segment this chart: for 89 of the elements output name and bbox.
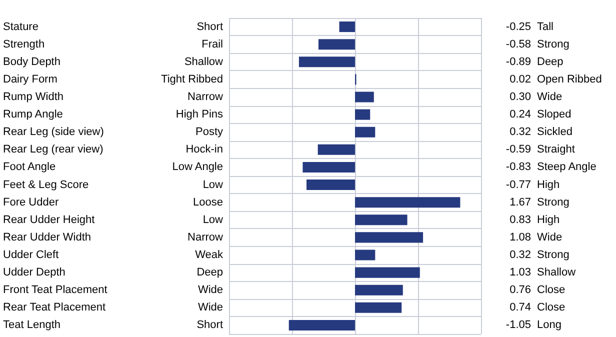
data-label: 0.74: [510, 302, 531, 314]
bar: [355, 284, 403, 296]
text: Sloped: [537, 108, 572, 121]
y-tick-label: Rear Udder Width: [3, 231, 92, 244]
y-tick-label: Teat Length: [3, 319, 60, 332]
text: Wide: [537, 231, 562, 244]
text: Strong: [537, 249, 570, 261]
text: Hock-in: [186, 144, 223, 156]
text: Long: [537, 319, 562, 332]
bar: [355, 302, 402, 313]
y-tick-label: Rump Width: [3, 91, 64, 103]
data-label: 0.76: [510, 284, 531, 296]
y-tick-label: Fore Udder: [3, 196, 59, 208]
text: Short: [196, 20, 223, 33]
text: Close: [537, 284, 566, 296]
data-label: 0.30: [510, 91, 531, 103]
bar: [355, 232, 424, 243]
y-tick-label: Udder Depth: [3, 266, 66, 279]
y-tick-label: Stature: [3, 20, 38, 33]
text: Open Ribbed: [537, 73, 602, 86]
text: Posty: [195, 126, 224, 138]
bar: [355, 197, 460, 208]
text: Loose: [193, 196, 223, 208]
data-label: 0.32: [510, 249, 531, 261]
bar: [355, 250, 376, 260]
data-label: -0.83: [506, 161, 531, 174]
text: Deep: [537, 56, 564, 68]
y-tick-label: Rear Leg (side view): [3, 126, 104, 138]
data-label: 1.08: [510, 231, 531, 244]
text: Weak: [195, 249, 224, 261]
data-label: -0.59: [506, 144, 531, 156]
bar: [318, 144, 355, 155]
bar: [302, 162, 355, 172]
bar: [355, 109, 370, 120]
text: Low: [202, 214, 224, 226]
text: Straight: [537, 144, 575, 156]
bar: [306, 180, 355, 190]
data-label: 1.03: [510, 266, 531, 279]
data-label: -0.25: [506, 20, 531, 33]
bar: [298, 56, 355, 68]
bar: [339, 22, 355, 32]
data-label: 0.83: [510, 214, 531, 226]
text: Low Angle: [172, 161, 223, 174]
data-label: -0.58: [506, 38, 531, 50]
y-tick-label: Front Teat Placement: [3, 284, 108, 296]
data-label: -1.05: [506, 319, 531, 332]
data-label: -0.77: [506, 178, 531, 191]
y-tick-label: Dairy Form: [3, 73, 58, 86]
bar: [318, 39, 355, 50]
text: Frail: [202, 38, 223, 50]
y-tick-label: Foot Angle: [3, 161, 56, 174]
text: Deep: [196, 266, 223, 279]
text: Short: [196, 319, 223, 332]
data-label: 0.24: [510, 108, 531, 121]
text: High: [537, 178, 560, 191]
text: Wide: [537, 91, 562, 103]
data-label: 1.67: [510, 196, 531, 208]
y-tick-label: Udder Cleft: [3, 249, 59, 261]
y-tick-label: Rear Leg (rear view): [3, 144, 104, 156]
text: Steep Angle: [537, 161, 596, 174]
y-tick-label: Rear Teat Placement: [3, 302, 106, 314]
y-tick-label: Rear Udder Height: [3, 214, 95, 226]
text: High Pins: [176, 108, 224, 121]
text: Narrow: [188, 91, 224, 103]
bar: [288, 320, 355, 330]
text: Low: [202, 178, 224, 191]
y-tick-label: Body Depth: [3, 56, 60, 68]
y-tick-label: Strength: [3, 38, 45, 50]
bar: [355, 92, 374, 102]
text: Wide: [198, 284, 223, 296]
text: Shallow: [184, 56, 224, 68]
text: Narrow: [188, 231, 224, 244]
text: Sickled: [537, 126, 572, 138]
text: Strong: [537, 196, 570, 208]
data-label: -0.89: [506, 56, 531, 68]
bar: [355, 214, 408, 226]
text: High: [537, 214, 560, 226]
text: Wide: [198, 302, 223, 314]
y-tick-label: Rump Angle: [3, 108, 63, 121]
text: Shallow: [537, 266, 576, 279]
text: Tight Ribbed: [161, 73, 223, 86]
text: Close: [537, 302, 566, 314]
y-tick-label: Feet & Leg Score: [3, 178, 89, 191]
bar: [355, 267, 420, 278]
bar: [355, 126, 376, 138]
data-label: 0.02: [510, 73, 531, 86]
text: Strong: [537, 38, 570, 50]
data-label: 0.32: [510, 126, 531, 138]
text: Tall: [537, 20, 554, 33]
